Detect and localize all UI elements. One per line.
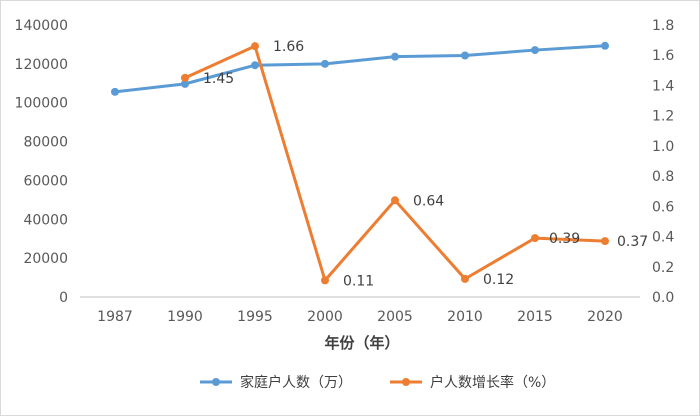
data-label: 1.45 [203,71,234,87]
x-tick-label: 2010 [447,309,483,325]
data-label: 0.64 [413,193,444,209]
x-axis-title: 年份（年） [324,334,399,352]
data-point [321,59,329,68]
legend-marker [212,378,220,386]
y-left-tick-label: 140000 [15,18,68,34]
axes: 1987 1990 1995 2000 2005 2010 2015 2020 0 20000 40… [15,18,675,325]
y-left-tick-label: 20000 [23,251,68,267]
data-point [111,87,119,96]
data-label: 0.12 [483,272,514,288]
y-right-tick-label: 1.0 [652,139,674,155]
series-line-0 [114,44,606,94]
data-point [531,46,539,55]
y-right-tick-label: 1.8 [652,18,674,34]
y-left-tick-label: 120000 [15,57,68,73]
series-points [111,41,609,285]
data-label: 1.66 [273,39,304,55]
data-point [321,276,329,285]
y-right-tick-label: 0.4 [652,230,674,246]
x-tick-label: 1987 [97,309,133,325]
data-labels: 1.45 1.66 0.11 0.64 0.12 0.39 0.37 [203,39,648,289]
legend: 家庭户人数（万） 户人数增长率（%） [200,374,555,391]
data-point [181,79,189,88]
x-tick-label: 2015 [517,309,553,325]
legend-label: 家庭户人数（万） [240,374,352,391]
x-tick-label: 2005 [377,309,413,325]
y-right-tick-label: 1.2 [652,109,674,125]
x-tick-label: 1995 [237,309,273,325]
y-left-tick-label: 40000 [23,212,68,228]
data-point [601,237,609,246]
y-right-tick-label: 1.4 [652,78,674,94]
data-label: 0.39 [549,231,580,247]
data-label: 0.11 [343,273,374,289]
x-tick-label: 2000 [307,309,343,325]
data-point [531,234,539,243]
x-tick-label: 2020 [587,309,623,325]
data-point [461,51,469,60]
x-tick-label: 1990 [167,309,203,325]
y-right-tick-label: 0.2 [652,260,674,276]
y-right-tick-label: 0.0 [652,290,674,306]
y-left-tick-label: 100000 [15,96,68,112]
y-left-tick-label: 60000 [23,173,68,189]
data-point [251,42,259,51]
data-point [181,73,189,82]
data-point [391,52,399,61]
y-left-tick-label: 0 [59,290,68,306]
y-right-tick-label: 0.8 [652,169,674,185]
legend-marker [402,378,410,386]
y-left-tick-label: 80000 [23,135,68,151]
data-point [391,196,399,205]
data-point [461,274,469,283]
data-point [601,41,609,50]
y-right-tick-label: 1.6 [652,48,674,64]
y-right-tick-label: 0.6 [652,199,674,215]
data-label: 0.37 [617,234,648,250]
legend-label: 户人数增长率（%） [430,374,555,391]
data-point [251,61,259,70]
